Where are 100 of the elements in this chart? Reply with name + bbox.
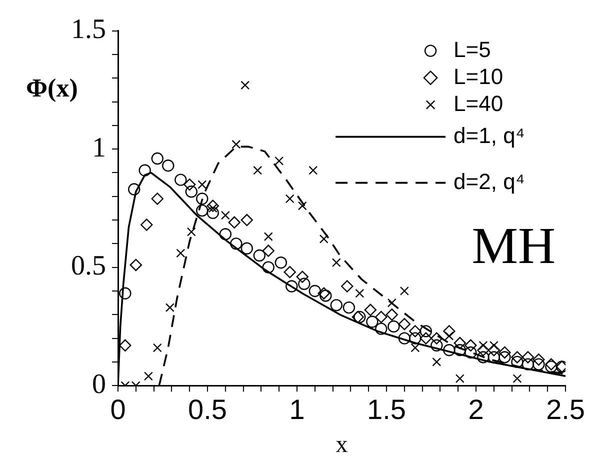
point [308, 166, 318, 175]
legend-label: d=2, q⁴ [454, 168, 525, 194]
point [298, 278, 310, 290]
point [342, 301, 356, 314]
point [400, 286, 409, 296]
point [220, 210, 230, 220]
point [477, 344, 490, 356]
point [320, 290, 332, 302]
point [443, 344, 456, 356]
y-tick-label: 1.5 [71, 14, 106, 46]
point [375, 310, 388, 324]
point [398, 332, 411, 344]
point [512, 374, 522, 383]
point [432, 357, 442, 366]
point [285, 194, 294, 204]
point [128, 183, 140, 196]
point [286, 280, 298, 292]
point [498, 346, 511, 359]
point [464, 339, 477, 352]
point [398, 318, 411, 330]
x-tick-label: 1 [289, 394, 305, 426]
point [130, 258, 142, 272]
point [206, 206, 219, 220]
x-tick-label: 2 [468, 394, 484, 426]
legend-label: L=40 [454, 90, 504, 116]
point [511, 351, 524, 364]
point [186, 227, 196, 236]
point [151, 152, 164, 165]
legend-label: d=1, q⁴ [454, 122, 525, 148]
point [138, 164, 151, 176]
point [341, 280, 354, 292]
point [240, 80, 250, 90]
point [206, 200, 219, 212]
point [219, 228, 232, 240]
point [430, 332, 443, 344]
point [162, 160, 174, 172]
x-tick-label: 1.5 [367, 394, 406, 426]
point [262, 261, 274, 274]
point [409, 332, 422, 344]
point [511, 356, 524, 368]
point [454, 344, 466, 356]
point [230, 238, 242, 250]
point [532, 358, 545, 370]
point [420, 332, 432, 344]
point [284, 266, 296, 278]
point [140, 218, 153, 231]
y-axis-title: Φ(x) [26, 74, 78, 103]
x-tick-label: 0.5 [188, 394, 227, 426]
point [498, 351, 511, 364]
point [330, 299, 342, 312]
point [144, 372, 153, 381]
point [532, 353, 545, 366]
point [477, 351, 490, 364]
point [319, 234, 328, 244]
point [387, 298, 396, 308]
point [174, 174, 187, 186]
point [308, 284, 322, 298]
point [253, 249, 266, 262]
point [522, 351, 534, 364]
point [364, 304, 377, 316]
point [151, 192, 164, 205]
point [296, 270, 308, 283]
point [119, 339, 132, 352]
point [488, 351, 500, 364]
point [264, 232, 273, 242]
point [318, 287, 330, 300]
point [274, 156, 284, 166]
point [240, 214, 253, 226]
point [464, 346, 477, 359]
point [409, 325, 422, 338]
y-tick-label: 0.5 [71, 250, 106, 282]
point [455, 374, 464, 383]
point [185, 186, 198, 198]
point [355, 288, 364, 298]
point [184, 178, 196, 191]
point [545, 360, 558, 373]
point [176, 248, 186, 258]
point [388, 320, 400, 333]
point [420, 325, 432, 338]
x-axis-title: x [336, 432, 348, 458]
point [232, 140, 241, 149]
point [410, 343, 420, 352]
point [386, 308, 398, 321]
point [198, 180, 207, 190]
point [443, 325, 456, 338]
point [522, 358, 534, 370]
point [454, 336, 466, 350]
point [119, 287, 132, 300]
legend-label: L=10 [454, 64, 504, 89]
point [240, 242, 253, 255]
point [165, 303, 174, 312]
point [152, 343, 162, 352]
point [274, 256, 288, 269]
legend-label: L=5 [454, 36, 491, 62]
y-tick-label: 1 [92, 132, 106, 164]
point [488, 344, 500, 356]
point [196, 192, 208, 205]
point [253, 166, 262, 175]
x-tick-label: 2.5 [546, 394, 586, 426]
point [375, 322, 388, 335]
